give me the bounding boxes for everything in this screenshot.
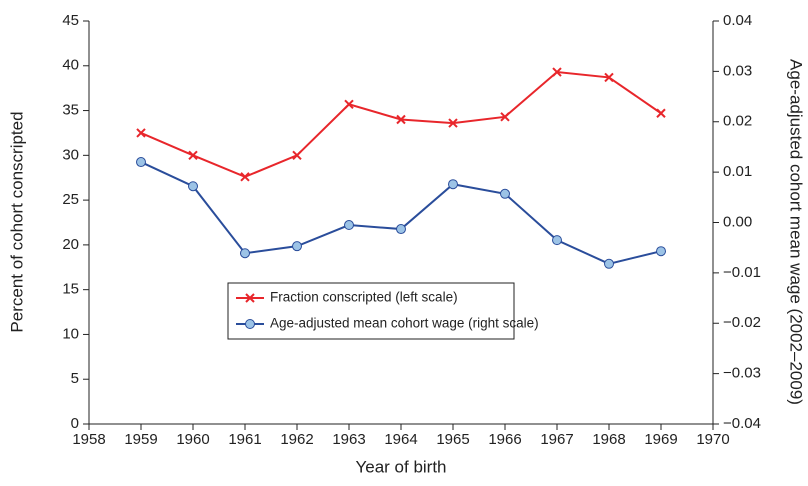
y-axis-label: Percent of cohort conscripted [7,111,26,332]
y2-axis-label: Age-adjusted cohort mean wage (2002–2009… [787,59,806,405]
x-tick-label: 1967 [540,431,573,448]
x-tick-label: 1970 [696,431,729,448]
y2-tick-label: 0.00 [723,213,752,230]
data-point [448,179,458,190]
x-tick-label: 1959 [124,431,157,448]
data-point [188,150,198,161]
marker-stroke [500,112,510,122]
marker-stroke [552,67,562,77]
data-point [240,172,250,182]
data-point [604,258,614,269]
x-tick-label: 1969 [644,431,677,448]
marker-stroke [240,172,250,182]
legend-label: Fraction conscripted (left scale) [270,290,458,305]
data-point [656,108,666,118]
y2-tick-label: −0.01 [723,264,761,281]
y-tick-label: 5 [71,370,79,387]
legend: Fraction conscripted (left scale) Age-adj… [227,282,539,340]
series-line [140,71,662,178]
x-tick-label: 1960 [176,431,209,448]
x-tick-label: 1962 [280,431,313,448]
data-point [136,157,146,168]
x-tick-label: 1968 [592,431,625,448]
data-point [500,112,510,122]
marker-stroke [656,108,666,118]
y2-tick-label: 0.04 [723,12,752,29]
x-tick-label: 1964 [384,431,417,448]
x-tick-label: 1963 [332,431,365,448]
x-tick-label: 1958 [72,431,105,448]
data-point [396,224,406,235]
x-tick-label: 1961 [228,431,261,448]
y2-tick-label: 0.03 [723,62,752,79]
y2-tick-label: 0.01 [723,163,752,180]
y-tick-label: 0 [71,415,79,432]
marker-stroke [292,150,302,161]
legend-marker [245,319,255,329]
data-point [552,67,562,77]
data-point [188,181,198,192]
y2-tick-label: 0.02 [723,113,752,130]
x-axis-label: Year of birth [355,457,446,476]
data-point [292,241,302,252]
x-tick-label: 1966 [488,431,521,448]
y2-tick-label: −0.02 [723,314,761,331]
data-point [240,248,250,259]
y-tick-label: 20 [62,236,79,253]
data-point [500,188,510,199]
marker-stroke [188,150,198,161]
y-tick-label: 40 [62,57,79,74]
y-tick-label: 45 [62,12,79,29]
marker-stroke [344,99,354,109]
data-point [448,118,458,128]
y-tick-label: 15 [62,281,79,298]
data-point [552,235,562,246]
data-point [396,114,406,125]
marker-stroke [396,114,406,125]
legend-box [227,282,515,340]
data-point [656,246,666,257]
data-point [604,72,614,83]
data-point [136,128,146,138]
data-point [344,220,354,231]
y-tick-label: 25 [62,191,79,208]
marker-stroke [604,72,614,83]
y-tick-label: 10 [62,325,79,342]
marker-stroke [448,118,458,128]
x-tick-label: 1965 [436,431,469,448]
marker-stroke [245,293,255,303]
y2-tick-label: −0.04 [723,415,761,432]
y2-tick-label: −0.03 [723,365,761,382]
marker-stroke [136,128,146,138]
data-point [292,150,302,161]
legend-label: Age-adjusted mean cohort wage (right sca… [270,316,539,331]
series-line [140,161,662,265]
y-tick-label: 30 [62,146,79,163]
y-tick-label: 35 [62,102,79,119]
data-point [344,99,354,109]
legend-marker [245,293,255,303]
